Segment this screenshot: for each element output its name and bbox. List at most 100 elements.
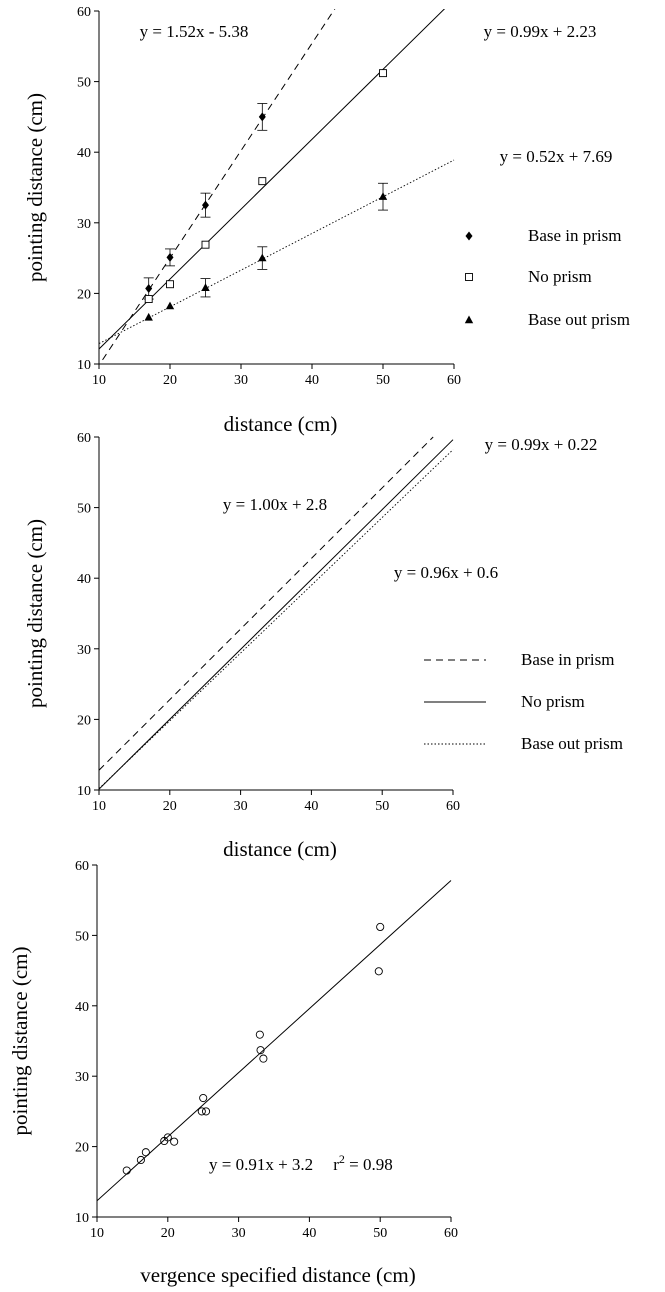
data-point-triangle (165, 301, 175, 310)
data-point-square (144, 295, 153, 303)
data-point-circle (197, 1107, 206, 1116)
chart-3: 10 20 30 40 50 60 10 20 30 40 50 60 vergence specifi… (8, 859, 458, 1287)
y-tick-label: 60 (75, 859, 89, 874)
fit-equation-part: r (333, 1155, 339, 1174)
fit-equation: y = 0.99x + 2.23 (484, 22, 597, 41)
x-tick-label: 50 (376, 373, 390, 388)
fit-line-2 (99, 439, 454, 790)
data-point-diamond (145, 283, 153, 293)
data-point-triangle (144, 312, 153, 321)
x-tick-label: 60 (447, 373, 461, 388)
data-point-circle (256, 1046, 265, 1055)
data-point-circle (374, 967, 383, 976)
data-point-circle (170, 1137, 179, 1146)
legend-label: No prism (521, 692, 585, 711)
x-tick-label: 50 (373, 1226, 387, 1241)
data-point-square (258, 177, 267, 186)
y-tick-label: 10 (75, 1211, 89, 1226)
y-tick-label: 50 (77, 502, 91, 517)
x-tick-label: 20 (163, 373, 177, 388)
fit-equation: y = 0.91x + 3.2 r2 = 0.98 (209, 1152, 393, 1174)
legend-label: Base in prism (528, 226, 622, 245)
y-tick-label: 30 (77, 217, 91, 232)
fit-equation: y = 1.52x - 5.38 (140, 22, 249, 41)
fit-equation-part: = 0.98 (345, 1155, 393, 1174)
fit-line-2 (99, 9, 446, 350)
data-point-diamond (202, 200, 209, 210)
fit-equation-part: y = 0.91x + 3.2 (209, 1155, 313, 1174)
chart-2: 10 20 30 40 50 60 10 20 30 40 50 60 distance (cm) poi… (23, 431, 623, 861)
fit-equation: y = 0.52x + 7.69 (500, 147, 613, 166)
x-axis-title: vergence specified distance (cm) (140, 1263, 415, 1287)
x-tick-label: 50 (375, 799, 389, 814)
data-point-triangle (378, 192, 388, 200)
data-point-circle (122, 1166, 131, 1175)
y-tick-label: 20 (77, 713, 91, 728)
y-tick-label: 60 (77, 431, 91, 446)
data-point-triangle (464, 315, 474, 324)
x-tick-label: 60 (446, 799, 460, 814)
data-point-triangle (201, 283, 210, 291)
y-axis-title: pointing distance (cm) (8, 947, 32, 1136)
x-tick-label: 40 (302, 1226, 316, 1241)
x-tick-label: 20 (161, 1226, 175, 1241)
x-tick-label: 30 (234, 373, 248, 388)
data-point-diamond (465, 231, 473, 241)
y-tick-label: 40 (75, 1000, 89, 1015)
data-point-triangle (258, 253, 267, 262)
data-point-square (166, 280, 174, 289)
y-tick-label: 20 (77, 287, 91, 302)
fit-equation: y = 0.96x + 0.6 (394, 563, 498, 582)
x-tick-label: 20 (163, 799, 177, 814)
data-point-circle (136, 1155, 145, 1165)
fit-line-1 (99, 436, 434, 771)
y-tick-label: 20 (75, 1141, 89, 1156)
data-point-circle (141, 1148, 150, 1157)
y-tick-label: 30 (75, 1070, 89, 1085)
x-tick-label: 10 (92, 799, 106, 814)
y-tick-label: 10 (77, 358, 91, 373)
x-tick-label: 30 (234, 799, 248, 814)
y-tick-label: 50 (75, 929, 89, 944)
y-axis-title: pointing distance (cm) (23, 519, 47, 708)
data-point-circle (376, 922, 385, 932)
chart-1: 10 20 30 40 50 60 10 20 30 40 50 60 distance (cm) poi… (23, 5, 630, 436)
legend-label: No prism (528, 267, 592, 286)
data-point-circle (255, 1030, 264, 1039)
data-point-diamond (166, 252, 174, 262)
y-tick-label: 10 (77, 784, 91, 799)
data-point-circle (259, 1054, 268, 1063)
fit-line-3 (99, 159, 455, 344)
y-tick-label: 40 (77, 146, 91, 161)
data-point-square (465, 273, 473, 281)
legend-label: Base in prism (521, 650, 615, 669)
x-tick-label: 40 (304, 799, 318, 814)
data-point-circle (199, 1093, 208, 1103)
x-axis-title: distance (cm) (223, 837, 337, 861)
x-tick-label: 10 (90, 1226, 104, 1241)
fit-equation: y = 1.00x + 2.8 (223, 495, 327, 514)
legend-label: Base out prism (528, 310, 630, 329)
x-tick-label: 10 (92, 373, 106, 388)
data-point-square (201, 240, 210, 249)
y-tick-label: 60 (77, 5, 91, 20)
y-tick-label: 30 (77, 643, 91, 658)
y-axis-title: pointing distance (cm) (23, 93, 47, 282)
fit-line (97, 880, 452, 1202)
fit-line-3 (99, 449, 454, 789)
data-point-diamond (258, 112, 266, 122)
r-squared-exponent: 2 (339, 1152, 345, 1166)
x-tick-label: 30 (232, 1226, 246, 1241)
legend-label: Base out prism (521, 734, 623, 753)
fit-equation: y = 0.99x + 0.22 (485, 435, 598, 454)
y-tick-label: 50 (77, 76, 91, 91)
fit-line-1 (102, 9, 336, 361)
data-point-circle (163, 1133, 172, 1142)
data-point-circle (201, 1107, 211, 1116)
x-tick-label: 40 (305, 373, 319, 388)
data-point-square (379, 69, 387, 78)
x-tick-label: 60 (444, 1226, 458, 1241)
x-axis-title: distance (cm) (224, 412, 338, 436)
y-tick-label: 40 (77, 572, 91, 587)
